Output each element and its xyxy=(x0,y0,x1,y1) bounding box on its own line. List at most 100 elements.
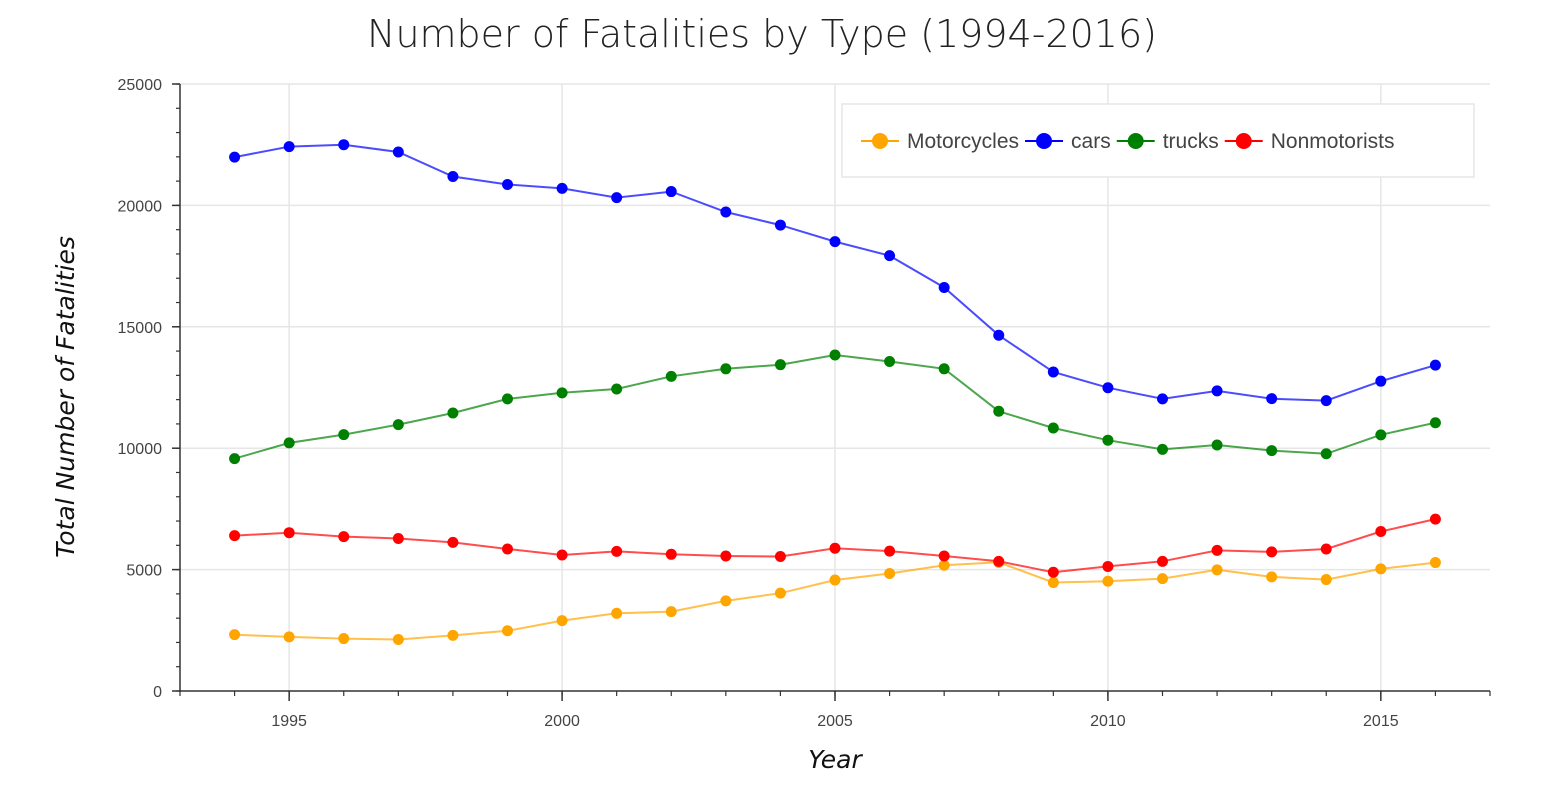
data-point-trucks xyxy=(665,370,677,382)
data-point-nonmotorists xyxy=(392,533,404,545)
data-point-motorcycles xyxy=(1157,573,1168,585)
data-point-trucks xyxy=(502,393,513,405)
data-point-nonmotorists xyxy=(1211,544,1223,556)
axes: 0 5000 10000 15000 20000 25000 1995 2000 2005 201… xyxy=(118,77,1491,730)
data-point-motorcycles xyxy=(392,634,404,646)
legend-label: trucks xyxy=(1163,130,1219,153)
legend-label: cars xyxy=(1071,130,1111,153)
data-point-cars xyxy=(1157,393,1168,405)
data-point-trucks xyxy=(1157,443,1168,455)
data-point-nonmotorists xyxy=(665,548,677,560)
data-point-nonmotorists xyxy=(556,549,568,561)
data-point-cars xyxy=(938,281,950,293)
data-point-cars xyxy=(1375,375,1387,387)
data-point-cars xyxy=(665,186,677,198)
data-point-nonmotorists xyxy=(1157,555,1168,567)
data-point-cars xyxy=(283,141,295,153)
data-point-trucks xyxy=(338,429,350,441)
data-point-trucks xyxy=(1429,417,1441,429)
data-point-motorcycles xyxy=(829,574,841,586)
data-point-nonmotorists xyxy=(1102,560,1114,572)
series-nonmotorists xyxy=(229,513,1441,578)
data-point-trucks xyxy=(283,437,295,449)
legend-box xyxy=(841,103,1475,178)
y-tick-label: 5000 xyxy=(126,563,162,580)
legend-label: Motorcycles xyxy=(907,130,1019,153)
data-point-nonmotorists xyxy=(502,543,513,555)
data-point-cars xyxy=(1266,393,1278,405)
legend-label: Nonmotorists xyxy=(1271,130,1395,153)
data-point-cars xyxy=(720,206,732,218)
data-point-trucks xyxy=(1047,422,1059,434)
data-point-cars xyxy=(1102,382,1114,394)
data-point-motorcycles xyxy=(1211,564,1223,576)
data-point-cars xyxy=(502,179,513,191)
chart-title: Number of Fatalities by Type (1994-2016) xyxy=(367,12,1157,56)
data-point-cars xyxy=(556,182,568,194)
legend-swatch-marker xyxy=(1036,133,1053,149)
series-cars xyxy=(229,139,1441,407)
x-tick-label: 2010 xyxy=(1090,713,1126,730)
data-point-motorcycles xyxy=(1266,571,1278,583)
data-point-nonmotorists xyxy=(229,530,241,542)
data-point-motorcycles xyxy=(720,595,732,607)
data-point-trucks xyxy=(720,363,732,375)
legend-swatch-marker xyxy=(1127,133,1144,149)
data-point-nonmotorists xyxy=(1266,546,1278,558)
legend: Motorcycles cars trucks Nonmotorists xyxy=(841,103,1475,178)
data-point-cars xyxy=(993,329,1005,341)
legend-swatch-marker xyxy=(872,133,888,149)
x-tick-label: 2015 xyxy=(1363,713,1399,730)
data-point-motorcycles xyxy=(1375,563,1387,575)
data-point-motorcycles xyxy=(884,567,896,579)
data-point-motorcycles xyxy=(338,633,350,645)
data-point-trucks xyxy=(229,453,241,465)
data-point-nonmotorists xyxy=(774,550,786,562)
data-point-motorcycles xyxy=(1047,576,1059,588)
data-point-motorcycles xyxy=(611,607,623,619)
data-point-trucks xyxy=(1211,439,1223,451)
data-point-trucks xyxy=(556,387,568,399)
data-point-trucks xyxy=(993,405,1005,417)
data-point-motorcycles xyxy=(502,625,513,637)
data-point-nonmotorists xyxy=(884,545,896,557)
y-tick-label: 10000 xyxy=(118,441,163,458)
data-point-nonmotorists xyxy=(1320,543,1332,555)
data-point-nonmotorists xyxy=(1047,566,1059,578)
data-point-cars xyxy=(447,171,459,183)
data-point-nonmotorists xyxy=(283,527,295,539)
data-point-trucks xyxy=(938,363,950,375)
x-tick-label: 2005 xyxy=(817,713,853,730)
data-point-motorcycles xyxy=(447,629,459,641)
data-point-trucks xyxy=(392,419,404,431)
data-point-motorcycles xyxy=(283,631,295,643)
data-point-cars xyxy=(392,146,404,158)
data-point-trucks xyxy=(1320,448,1332,460)
data-point-cars xyxy=(829,236,841,248)
legend-item-nonmotorists: Nonmotorists xyxy=(1224,130,1395,153)
legend-item-motorcycles: Motorcycles xyxy=(861,130,1019,153)
data-point-trucks xyxy=(829,349,841,361)
x-tick-label: 1995 xyxy=(271,713,307,730)
series-trucks xyxy=(229,349,1441,465)
data-point-cars xyxy=(229,151,241,163)
data-point-motorcycles xyxy=(556,615,568,627)
data-point-nonmotorists xyxy=(1375,525,1387,537)
data-point-cars xyxy=(1429,359,1441,371)
data-point-cars xyxy=(1211,385,1223,397)
series xyxy=(229,139,1441,646)
data-point-motorcycles xyxy=(229,629,241,641)
data-point-trucks xyxy=(447,407,459,419)
data-point-trucks xyxy=(884,356,896,368)
data-point-motorcycles xyxy=(1429,557,1441,569)
data-point-motorcycles xyxy=(938,559,950,571)
data-point-nonmotorists xyxy=(829,542,841,554)
y-tick-label: 0 xyxy=(153,684,162,701)
data-point-cars xyxy=(884,250,896,262)
data-point-nonmotorists xyxy=(1429,513,1441,525)
legend-item-cars: cars xyxy=(1025,130,1111,153)
data-point-nonmotorists xyxy=(720,550,732,562)
y-tick-label: 20000 xyxy=(118,198,163,215)
